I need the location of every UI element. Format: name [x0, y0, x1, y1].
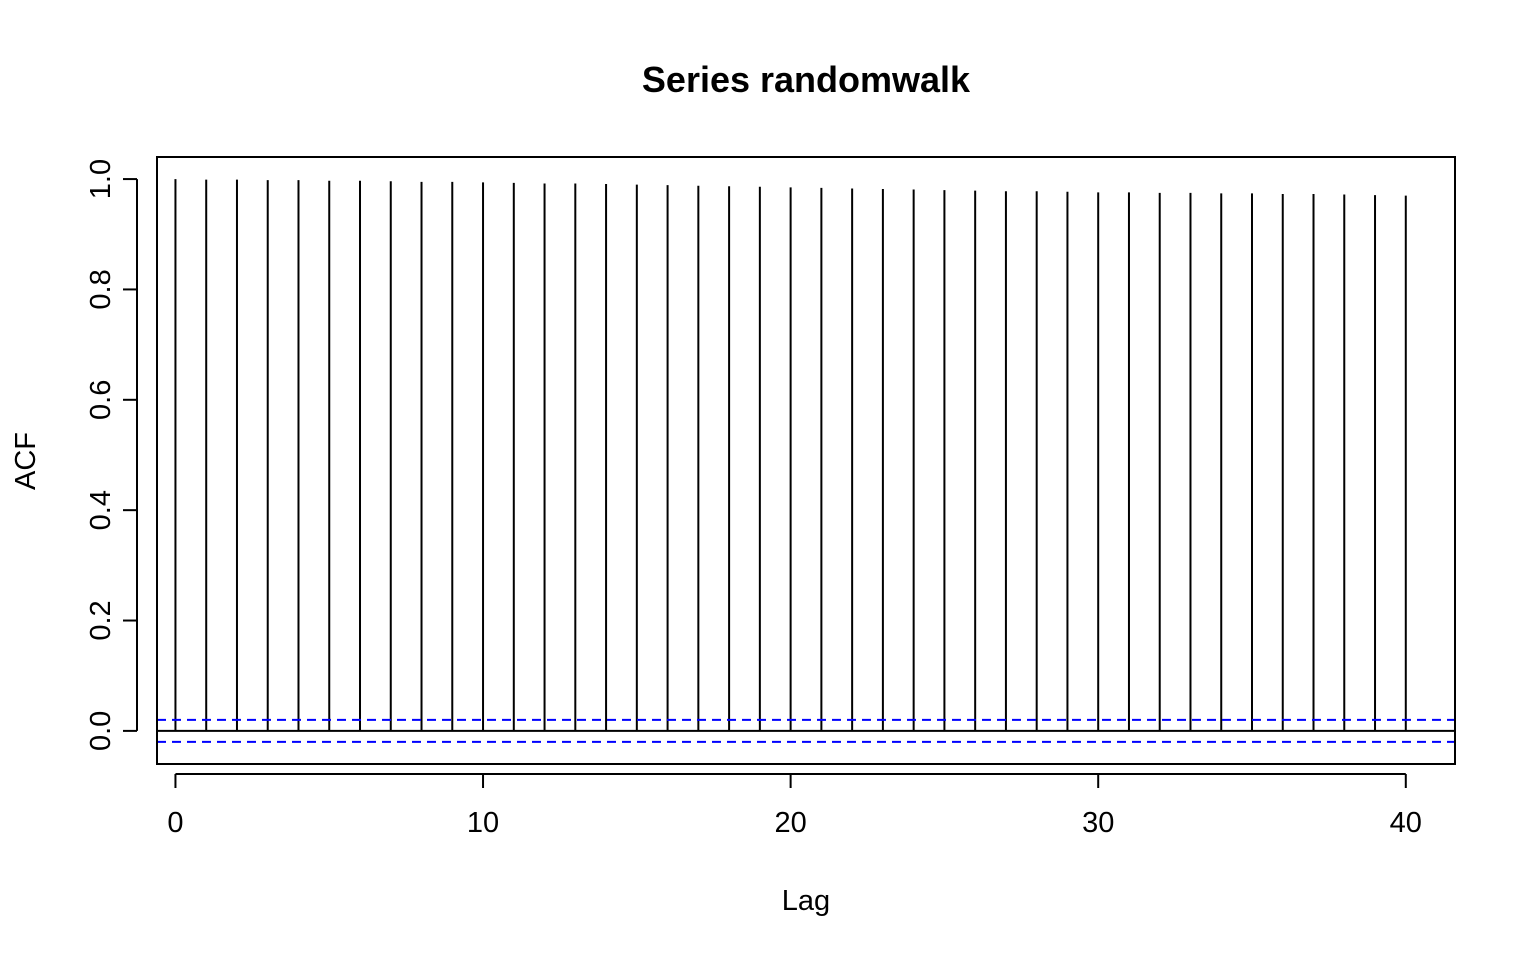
y-tick-label-0.6: 0.6 [85, 380, 117, 420]
y-axis: 0.0 0.2 0.4 0.6 0.8 1.0 [85, 159, 138, 751]
y-tick-label-1.0: 1.0 [85, 159, 117, 199]
y-tick-label-0.2: 0.2 [85, 600, 117, 640]
x-tick-label-30: 30 [1082, 807, 1114, 839]
plot-frame [156, 156, 1456, 765]
y-tick-label-0.8: 0.8 [85, 269, 117, 309]
x-tick-label-40: 40 [1390, 807, 1422, 839]
y-tick-label-0.4: 0.4 [85, 490, 117, 530]
x-tick-label-20: 20 [774, 807, 806, 839]
acf-bars [174, 179, 1407, 731]
x-axis-label: Lag [782, 885, 830, 917]
x-axis: 0 10 20 30 40 [167, 773, 1422, 839]
x-tick-label-0: 0 [167, 807, 183, 839]
chart-title: Series randomwalk [642, 59, 971, 100]
y-axis-label: ACF [10, 432, 42, 490]
confidence-bounds [157, 718, 1455, 743]
x-tick-label-10: 10 [467, 807, 499, 839]
y-tick-label-0.0: 0.0 [85, 711, 117, 751]
